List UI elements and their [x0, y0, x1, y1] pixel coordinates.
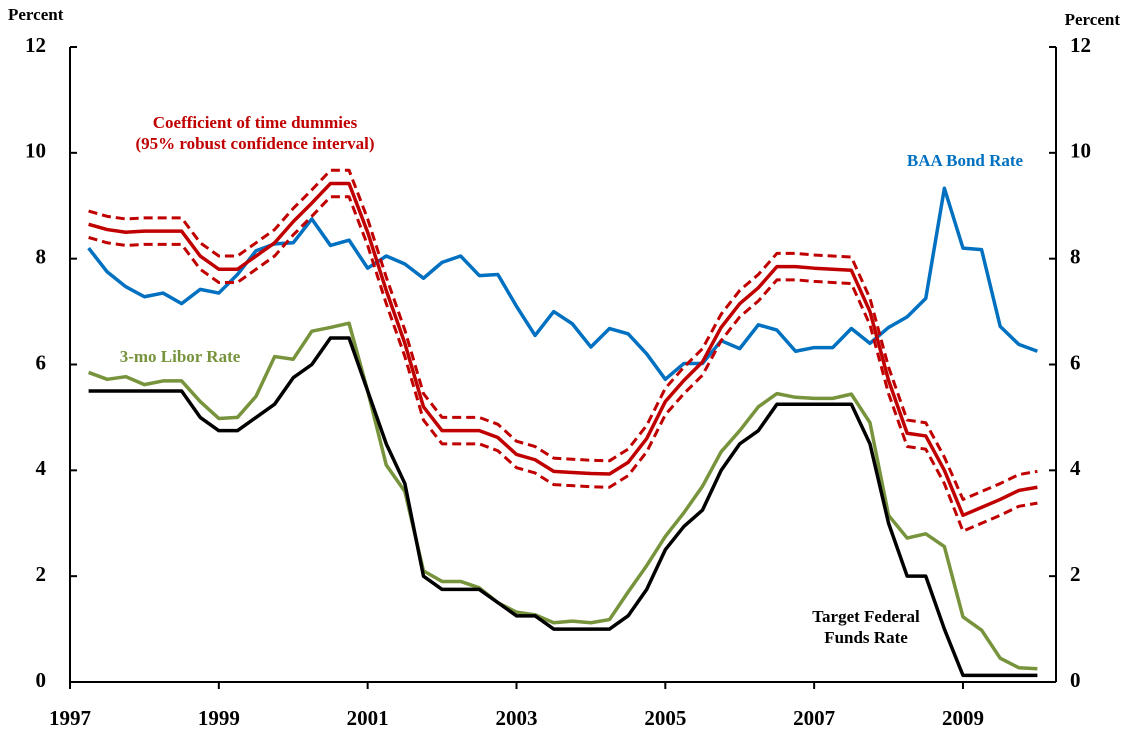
y-tick-label: 6	[36, 350, 47, 374]
x-tick-label: 1999	[198, 706, 240, 730]
y-tick-label: 2	[36, 562, 47, 586]
y2-axis-label: Percent	[1065, 10, 1121, 29]
y2-tick-label: 12	[1070, 33, 1091, 57]
x-tick-label: 2007	[793, 706, 835, 730]
y-tick-label: 10	[25, 139, 46, 163]
x-tick-label: 2009	[942, 706, 984, 730]
y2-tick-label: 4	[1070, 456, 1081, 480]
series-line	[88, 168, 1038, 501]
series-label: (95% robust confidence interval)	[135, 134, 374, 153]
x-tick-label: 1997	[49, 706, 91, 730]
series-label: Funds Rate	[824, 628, 908, 647]
series-line	[88, 195, 1038, 533]
series-line	[87, 321, 1038, 671]
y2-tick-label: 6	[1070, 350, 1081, 374]
series-line	[88, 336, 1038, 678]
series-label: Target Federal	[812, 607, 920, 626]
series-label: 3-mo Libor Rate	[120, 347, 241, 366]
y2-tick-label: 8	[1070, 244, 1081, 268]
series-label: BAA Bond Rate	[907, 151, 1024, 170]
y2-tick-label: 0	[1070, 668, 1081, 692]
x-tick-label: 2001	[347, 706, 389, 730]
y2-tick-label: 2	[1070, 562, 1081, 586]
x-tick-label: 2005	[644, 706, 686, 730]
series-label: Coefficient of time dummies	[153, 113, 358, 132]
x-tick-label: 2003	[495, 706, 537, 730]
y2-tick-label: 10	[1070, 139, 1091, 163]
y-tick-label: 0	[36, 668, 47, 692]
series-line	[88, 181, 1038, 518]
y-tick-label: 4	[36, 456, 47, 480]
y-axis-label: Percent	[8, 5, 64, 24]
y-tick-label: 12	[25, 33, 46, 57]
y-tick-label: 8	[36, 244, 47, 268]
